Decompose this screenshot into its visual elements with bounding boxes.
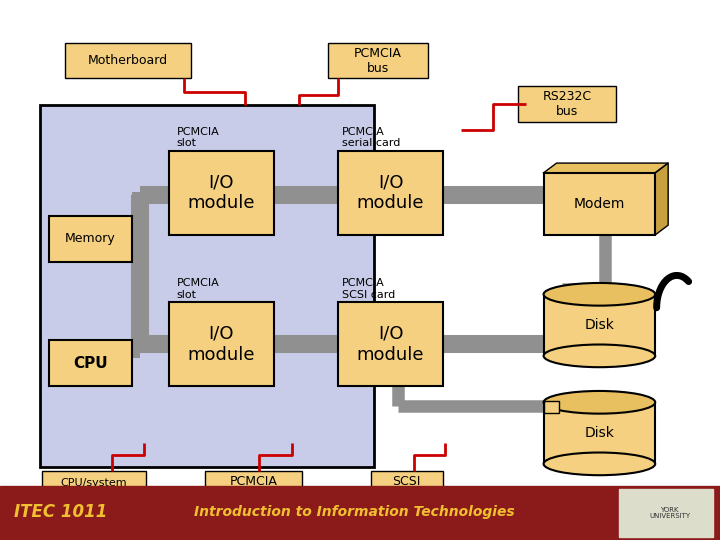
Bar	[40, 105, 374, 467]
Text: I/O
module: I/O module	[357, 174, 424, 212]
Text: PCMCIA
bus: PCMCIA bus	[230, 475, 278, 503]
Text: PCMCIA
bus: PCMCIA bus	[354, 47, 402, 75]
Text: PCMCIA
slot: PCMCIA slot	[176, 127, 219, 148]
Bar	[544, 294, 655, 356]
Polygon shape	[544, 163, 668, 173]
Text: Introduction to Information Technologies: Introduction to Information Technologies	[194, 505, 515, 519]
Ellipse shape	[544, 453, 655, 475]
Bar	[544, 173, 655, 235]
Ellipse shape	[544, 283, 655, 306]
Bar	[205, 471, 302, 507]
Text: SCSI
bus: SCSI bus	[392, 475, 421, 503]
Text: YORK
UNIVERSITY: YORK UNIVERSITY	[649, 507, 690, 519]
Bar	[371, 471, 443, 507]
Text: I/O
module: I/O module	[357, 325, 424, 363]
Text: I/O
module: I/O module	[188, 325, 255, 363]
Text: I/O
module: I/O module	[188, 174, 255, 212]
Text: PCMCIA
serial card: PCMCIA serial card	[342, 127, 400, 148]
Bar	[619, 489, 713, 537]
Bar	[169, 151, 274, 235]
Bar	[65, 43, 191, 78]
Bar	[544, 401, 559, 413]
Text: Motherboard: Motherboard	[88, 54, 168, 68]
Text: CPU/system
bus: CPU/system bus	[60, 478, 127, 500]
Bar	[518, 86, 616, 122]
Text: PCMCIA
slot: PCMCIA slot	[176, 278, 219, 300]
Text: RS232C
bus: RS232C bus	[542, 90, 592, 118]
Bar	[328, 43, 428, 78]
Ellipse shape	[544, 345, 655, 367]
Bar	[42, 471, 146, 507]
Bar	[0, 486, 720, 540]
Text: PCMCIA
SCSI card: PCMCIA SCSI card	[342, 278, 395, 300]
Text: Disk: Disk	[585, 318, 614, 332]
Bar	[338, 151, 443, 235]
Polygon shape	[655, 163, 668, 235]
Bar	[49, 216, 132, 262]
Text: Disk: Disk	[585, 426, 614, 440]
Text: Modem: Modem	[574, 197, 625, 211]
Ellipse shape	[544, 391, 655, 414]
Bar	[169, 302, 274, 386]
Text: CPU: CPU	[73, 356, 108, 370]
Bar	[49, 340, 132, 386]
Bar	[544, 402, 655, 464]
Text: Memory: Memory	[65, 232, 116, 246]
Bar	[338, 302, 443, 386]
Text: ITEC 1011: ITEC 1011	[14, 503, 108, 521]
